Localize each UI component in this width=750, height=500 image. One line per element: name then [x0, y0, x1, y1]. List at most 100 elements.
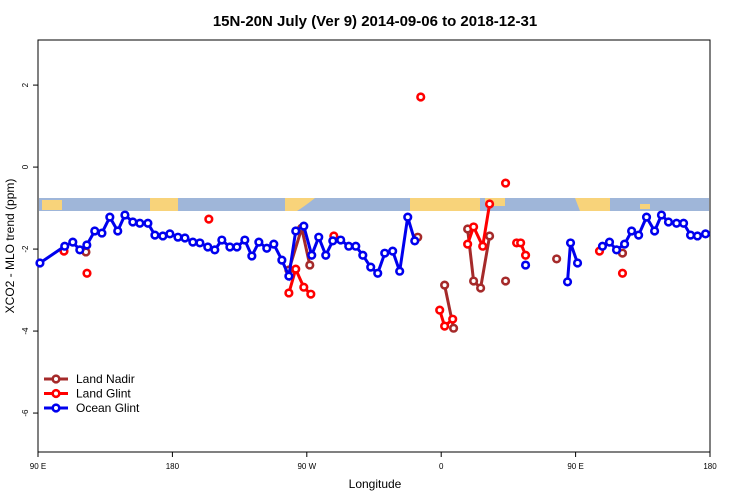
point [105, 212, 115, 222]
point [225, 242, 235, 252]
point [97, 228, 107, 238]
legend-label: Land Nadir [76, 372, 135, 386]
point [448, 314, 458, 324]
point [656, 210, 667, 220]
point [291, 264, 301, 274]
point [597, 241, 608, 251]
x-tick-label: 180 [703, 462, 717, 471]
point [395, 266, 405, 276]
legend-marker [51, 374, 61, 384]
point [90, 226, 100, 236]
point [416, 92, 426, 102]
point [269, 239, 279, 249]
point [75, 245, 85, 255]
point [210, 245, 220, 255]
point [135, 218, 145, 228]
point [120, 210, 130, 220]
x-axis-label: Longitude [349, 477, 402, 491]
point [217, 235, 227, 245]
y-axis-label: XCO2 - MLO trend (ppm) [3, 179, 17, 314]
point [520, 260, 531, 270]
point [388, 246, 398, 256]
point [306, 289, 316, 299]
point [284, 288, 294, 298]
point [469, 222, 479, 232]
land-strip [42, 198, 650, 211]
point [500, 178, 511, 188]
point [440, 321, 450, 331]
point [188, 237, 198, 247]
point [82, 268, 92, 278]
legend-label: Land Glint [76, 387, 131, 401]
point [641, 212, 652, 222]
point [685, 230, 696, 240]
point [692, 231, 703, 241]
point [700, 229, 711, 239]
y-tick-label: -2 [21, 245, 30, 253]
point [358, 250, 368, 260]
legend-marker [51, 403, 61, 413]
x-tick-label: 0 [439, 462, 444, 471]
x-tick-label: 90 W [297, 462, 316, 471]
point [484, 199, 495, 209]
point [247, 251, 257, 261]
point [165, 229, 175, 239]
point [254, 237, 264, 247]
point [463, 239, 473, 249]
point [284, 271, 294, 281]
point [150, 230, 160, 240]
y-tick-label: -4 [21, 327, 30, 335]
legend-label: Ocean Glint [76, 401, 140, 415]
point [619, 239, 630, 249]
point [403, 212, 413, 222]
point [410, 236, 420, 246]
point [562, 277, 573, 287]
point [634, 230, 644, 240]
point [299, 282, 309, 292]
point [617, 268, 628, 278]
point [678, 218, 689, 228]
point [307, 250, 317, 260]
x-tick-label: 90 E [30, 462, 46, 471]
point [143, 218, 153, 228]
ocean-strip [39, 198, 709, 211]
map-strip [39, 198, 709, 211]
point [380, 248, 390, 258]
plot-area [35, 92, 711, 332]
point [277, 255, 287, 265]
point [35, 258, 45, 268]
point [500, 276, 511, 286]
point [484, 231, 495, 241]
chart-title: 15N-20N July (Ver 9) 2014-09-06 to 2018-… [213, 13, 537, 30]
point [321, 250, 331, 260]
point [572, 258, 583, 268]
y-tick-label: 2 [21, 82, 30, 87]
y-tick-label: -6 [21, 409, 30, 417]
point [366, 262, 376, 272]
point [262, 243, 272, 253]
point [82, 240, 92, 250]
point [173, 232, 183, 242]
point [68, 237, 78, 247]
point [204, 214, 214, 224]
point [663, 217, 674, 227]
point [440, 280, 450, 290]
point [565, 238, 576, 248]
plot-frame [37, 39, 711, 453]
x-tick-label: 180 [166, 462, 180, 471]
point [671, 218, 682, 228]
point [240, 235, 250, 245]
point [351, 241, 361, 251]
point [180, 233, 190, 243]
point [299, 221, 309, 231]
point [113, 226, 123, 236]
point [291, 226, 301, 236]
point [336, 235, 346, 245]
point [516, 238, 526, 248]
point [195, 238, 205, 248]
point [604, 237, 615, 247]
point [435, 305, 445, 315]
point [158, 231, 168, 241]
